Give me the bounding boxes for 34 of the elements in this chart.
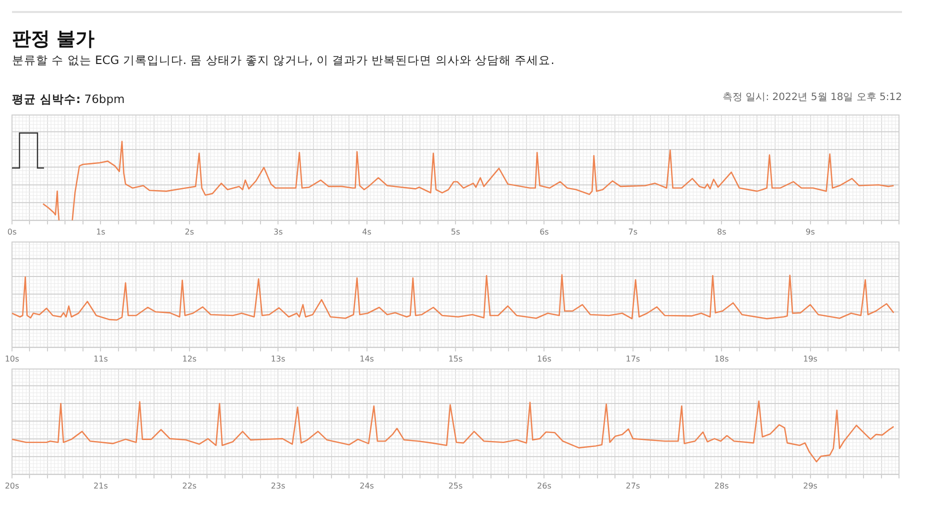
x-tick-label: 19s	[803, 354, 818, 364]
x-tick-label: 4s	[362, 227, 372, 236]
text: 측정 일시: 2022년 5월 18일 오후 5:12	[722, 91, 902, 104]
x-tick-label: 21s	[94, 481, 108, 490]
x-tick-label: 24s	[360, 481, 374, 490]
x-tick-label: 3s	[273, 227, 283, 236]
x-tick-label: 23s	[270, 481, 286, 490]
x-tick-label: 13s	[270, 354, 286, 364]
x-tick-label: 18s	[714, 354, 729, 364]
x-tick-label: 8s	[716, 227, 726, 236]
x-tick-label: 0s	[7, 227, 17, 236]
x-tick-label: 14s	[360, 354, 374, 364]
x-tick-label: 27s	[626, 481, 640, 490]
x-tick-label: 2s	[184, 227, 194, 236]
chart-title: 판정 불가	[12, 27, 95, 52]
x-tick-label: 5s	[450, 227, 460, 236]
x-tick-label: 17s	[626, 354, 640, 364]
x-tick-label: 1s	[96, 227, 106, 236]
x-tick-label: 9s	[806, 227, 815, 236]
x-tick-label: 20s	[4, 481, 20, 490]
x-tick-label: 25s	[448, 481, 463, 490]
x-tick-label: 10s	[4, 354, 20, 364]
x-tick-label: 15s	[448, 354, 463, 364]
x-tick-label: 28s	[714, 481, 729, 490]
x-tick-label: 22s	[182, 481, 197, 490]
x-tick-label: 12s	[182, 354, 197, 364]
text: 평균 심박수: 76bpm	[12, 92, 125, 106]
x-tick-label: 11s	[94, 354, 108, 364]
chart-subtitle: 분류할 수 없는 ECG 기록입니다. 몸 상태가 좋지 않거나, 이 결과가 반복된다면 의사와 상담해 주세요.	[12, 53, 554, 68]
x-tick-label: 16s	[537, 354, 552, 364]
x-tick-label: 29s	[803, 481, 818, 490]
x-tick-label: 26s	[537, 481, 552, 490]
x-tick-label: 6s	[540, 227, 549, 236]
x-tick-label: 7s	[628, 227, 638, 236]
